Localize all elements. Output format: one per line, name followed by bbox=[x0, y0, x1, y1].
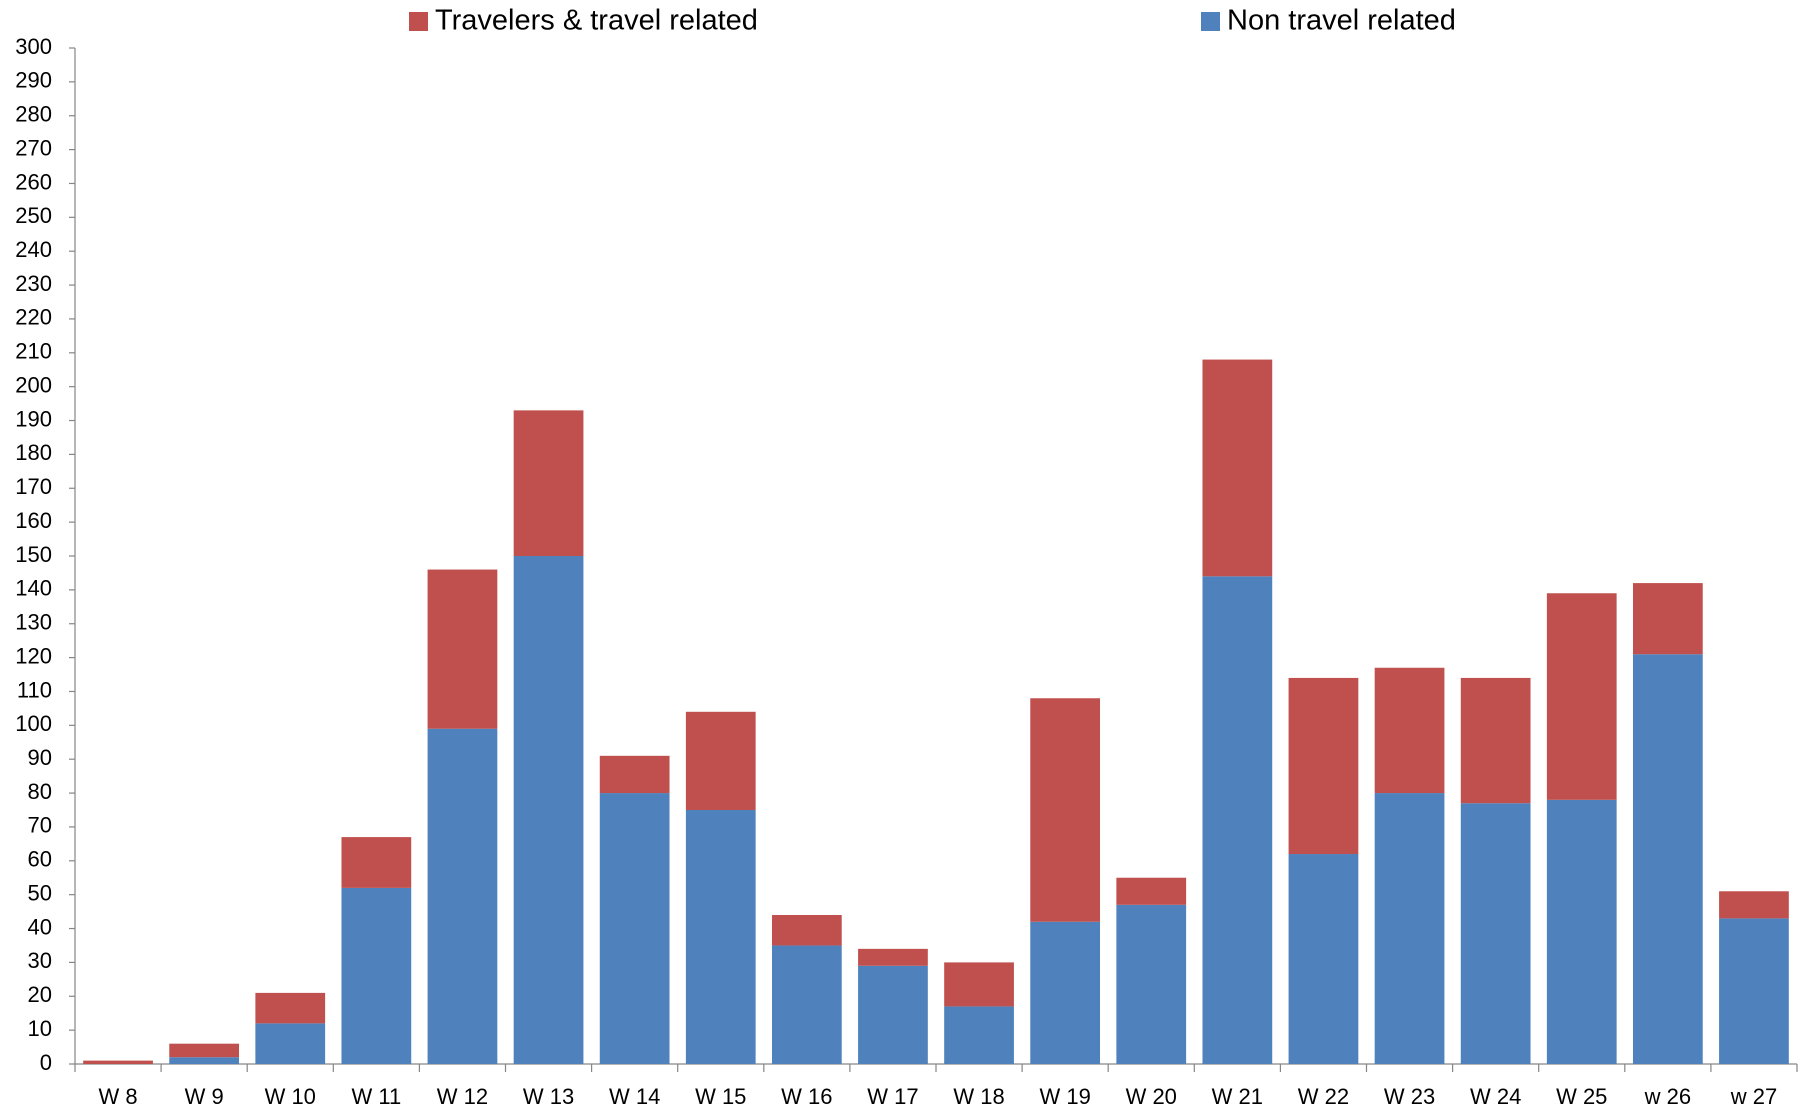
bar-segment bbox=[341, 887, 412, 1064]
y-tick-label: 40 bbox=[28, 914, 52, 939]
x-tick-label: W 20 bbox=[1126, 1084, 1177, 1109]
x-tick-label: W 22 bbox=[1298, 1084, 1349, 1109]
y-tick-label: 10 bbox=[28, 1016, 52, 1041]
x-tick-label: w 26 bbox=[1644, 1084, 1691, 1109]
bar-segment bbox=[771, 945, 842, 1064]
y-tick-label: 0 bbox=[40, 1050, 52, 1075]
y-tick-label: 90 bbox=[28, 745, 52, 770]
y-tick-label: 180 bbox=[15, 440, 52, 465]
bar-segment bbox=[169, 1057, 240, 1064]
y-tick-label: 290 bbox=[15, 68, 52, 93]
bar-segment bbox=[1460, 677, 1531, 804]
y-tick-label: 270 bbox=[15, 135, 52, 160]
x-tick-label: W 12 bbox=[437, 1084, 488, 1109]
y-tick-label: 70 bbox=[28, 813, 52, 838]
y-tick-label: 110 bbox=[17, 677, 52, 702]
bar-segment bbox=[858, 948, 928, 966]
y-tick-label: 280 bbox=[15, 102, 52, 127]
bar-segment bbox=[1719, 918, 1789, 1064]
x-tick-label: W 18 bbox=[953, 1084, 1004, 1109]
y-tick-label: 300 bbox=[15, 34, 52, 59]
x-tick-label: W 8 bbox=[98, 1084, 137, 1109]
y-tick-label: 250 bbox=[15, 203, 52, 228]
bar-segment bbox=[944, 1006, 1014, 1064]
bar-segment bbox=[1030, 921, 1101, 1064]
bar-segment bbox=[1719, 891, 1789, 919]
bar-segment bbox=[1374, 667, 1445, 794]
bar-segment bbox=[255, 992, 326, 1024]
bar-segment bbox=[513, 556, 584, 1064]
y-tick-label: 150 bbox=[15, 542, 52, 567]
bar-segment bbox=[255, 1023, 326, 1064]
bar-segment bbox=[427, 728, 498, 1064]
y-tick-label: 80 bbox=[28, 779, 52, 804]
legend-label: Travelers & travel related bbox=[435, 5, 758, 37]
bar-segment bbox=[685, 810, 756, 1064]
x-tick-label: W 10 bbox=[265, 1084, 316, 1109]
bar-segment bbox=[1546, 799, 1617, 1064]
x-tick-label: W 15 bbox=[695, 1084, 746, 1109]
bar-segment bbox=[341, 837, 412, 888]
bar-segment bbox=[771, 914, 842, 946]
bar-segment bbox=[513, 410, 584, 556]
x-tick-label: W 16 bbox=[781, 1084, 832, 1109]
x-tick-label: W 21 bbox=[1212, 1084, 1263, 1109]
bar-segment bbox=[427, 569, 498, 729]
bar-segment bbox=[1374, 793, 1445, 1064]
legend-label: Non travel related bbox=[1227, 5, 1456, 37]
y-tick-label: 200 bbox=[15, 372, 52, 397]
bar-segment bbox=[1202, 576, 1273, 1064]
x-tick-label: W 24 bbox=[1470, 1084, 1521, 1109]
legend-swatch bbox=[409, 12, 428, 31]
y-tick-label: 230 bbox=[15, 271, 52, 296]
bar-segment bbox=[1116, 904, 1187, 1064]
bar-segment bbox=[1288, 677, 1359, 855]
x-tick-label: W 11 bbox=[351, 1084, 401, 1109]
bar-segment bbox=[1202, 359, 1273, 577]
bar-segment bbox=[83, 1060, 153, 1064]
bar-segment bbox=[1116, 877, 1187, 905]
y-tick-label: 220 bbox=[15, 305, 52, 330]
x-tick-label: W 14 bbox=[609, 1084, 660, 1109]
bar-segment bbox=[1288, 854, 1359, 1064]
y-tick-label: 120 bbox=[15, 643, 52, 668]
y-tick-label: 170 bbox=[15, 474, 52, 499]
y-tick-label: 210 bbox=[15, 339, 52, 364]
y-tick-label: 160 bbox=[15, 508, 52, 533]
y-tick-label: 190 bbox=[15, 406, 52, 431]
bar-segment bbox=[1030, 698, 1101, 922]
y-tick-label: 260 bbox=[15, 169, 52, 194]
x-tick-label: w 27 bbox=[1730, 1084, 1777, 1109]
x-tick-label: W 13 bbox=[523, 1084, 574, 1109]
x-tick-label: W 25 bbox=[1556, 1084, 1607, 1109]
x-tick-label: W 19 bbox=[1039, 1084, 1090, 1109]
bar-segment bbox=[599, 793, 670, 1064]
bar-segment bbox=[1632, 583, 1703, 655]
x-tick-label: W 17 bbox=[867, 1084, 918, 1109]
x-tick-label: W 23 bbox=[1384, 1084, 1435, 1109]
y-tick-label: 30 bbox=[28, 948, 52, 973]
y-tick-label: 130 bbox=[15, 610, 52, 635]
x-tick-label: W 9 bbox=[185, 1084, 224, 1109]
bar-segment bbox=[1460, 803, 1531, 1064]
bar-segment bbox=[599, 755, 670, 794]
bar-segment bbox=[169, 1043, 240, 1058]
y-tick-label: 100 bbox=[15, 711, 52, 736]
bar-segment bbox=[1546, 593, 1617, 800]
legend-swatch bbox=[1201, 12, 1220, 31]
y-tick-label: 20 bbox=[28, 982, 52, 1007]
bar-segment bbox=[944, 962, 1014, 1007]
y-tick-label: 60 bbox=[28, 847, 52, 872]
bar-segment bbox=[685, 711, 756, 810]
bar-segment bbox=[1632, 654, 1703, 1064]
y-tick-label: 50 bbox=[28, 880, 52, 905]
bar-segment bbox=[858, 965, 928, 1064]
y-tick-label: 140 bbox=[15, 576, 52, 601]
y-tick-label: 240 bbox=[15, 237, 52, 262]
